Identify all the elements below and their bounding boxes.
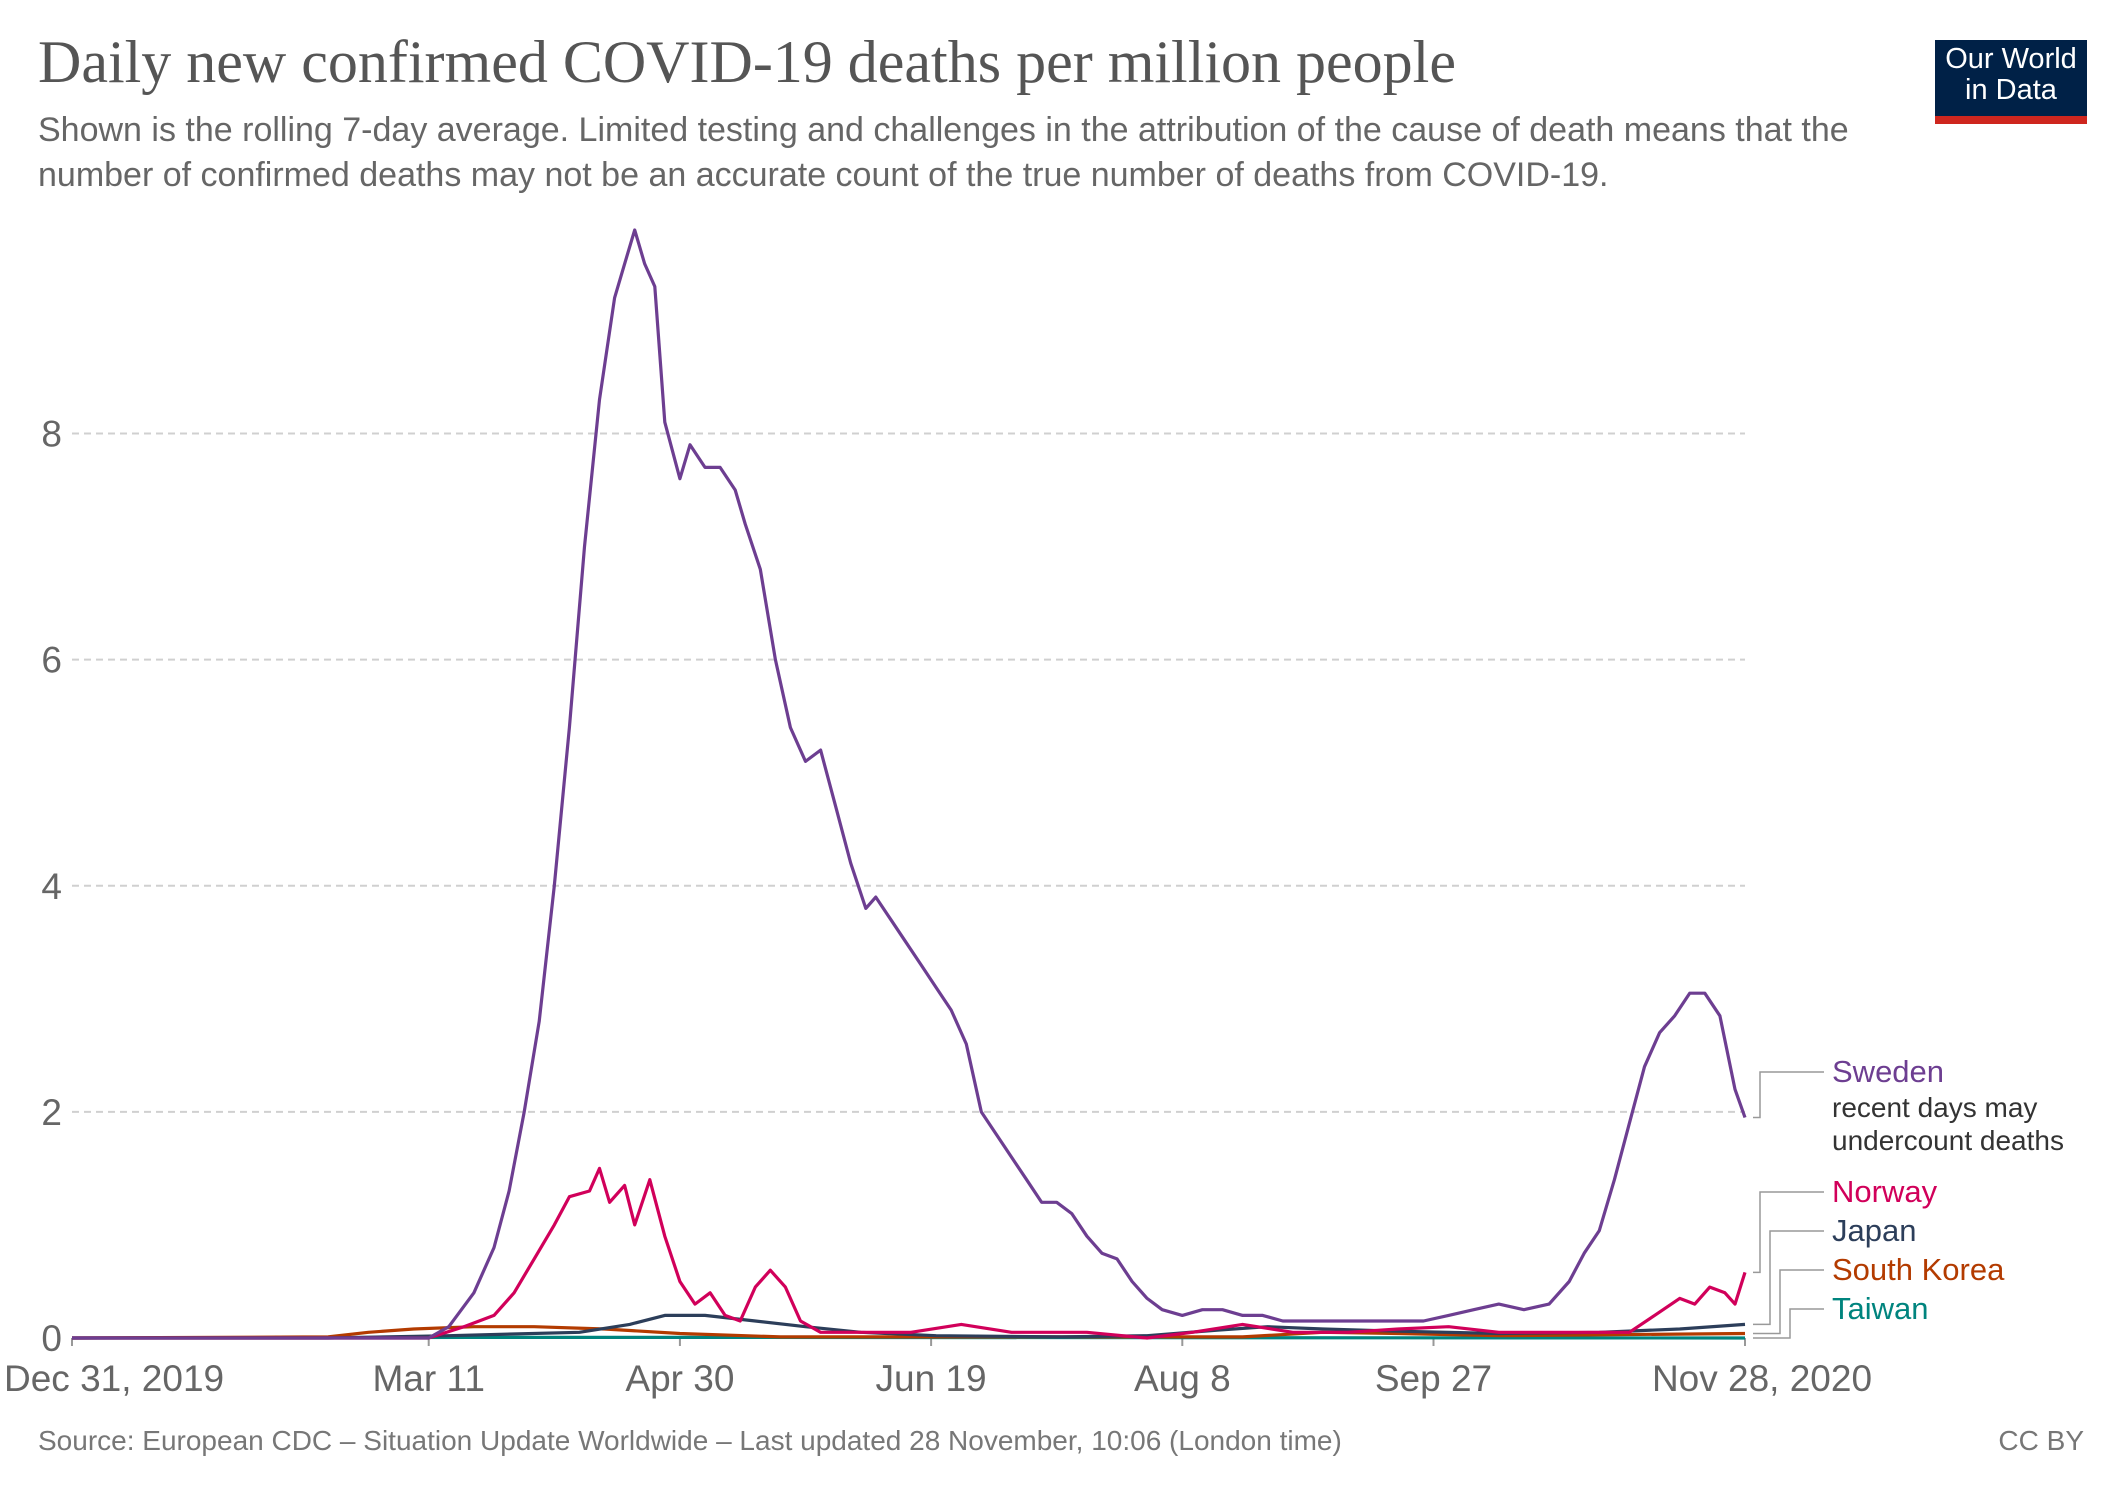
x-axis: Dec 31, 2019 Mar 11 Apr 30 Jun 19 Aug 8 Sep 2… xyxy=(4,1337,1872,1399)
series-line-norway xyxy=(72,1166,1747,1340)
chart-subtitle: Shown is the rolling 7-day average. Limi… xyxy=(38,111,1849,194)
y-tick-label: 6 xyxy=(41,640,62,681)
series-lines xyxy=(71,228,1747,1340)
gridlines xyxy=(72,432,1745,1113)
legend-label: South Korea xyxy=(1832,1252,2005,1287)
logo-text-line1: Our World xyxy=(1945,43,2077,75)
x-tick-label: Mar 11 xyxy=(372,1358,484,1399)
legend-connector xyxy=(1753,1230,1824,1326)
logo-text-line2: in Data xyxy=(1965,74,2057,106)
y-tick-label: 2 xyxy=(41,1092,62,1133)
chart-title: Daily new confirmed COVID-19 deaths per … xyxy=(38,29,1456,95)
legend-label: Sweden xyxy=(1832,1054,1944,1089)
x-tick-label: Aug 8 xyxy=(1134,1358,1231,1399)
y-tick-label: 0 xyxy=(41,1318,62,1359)
owid-logo[interactable]: Our World in Data xyxy=(1935,40,2087,124)
legend-label: Taiwan xyxy=(1832,1291,1929,1326)
legend-connector xyxy=(1753,1191,1824,1274)
series-line-japan xyxy=(72,1313,1746,1340)
legend-connector xyxy=(1753,1071,1824,1119)
legend-note: recent days may xyxy=(1832,1092,2037,1123)
x-tick-label: Dec 31, 2019 xyxy=(4,1358,224,1399)
legend-label: Japan xyxy=(1832,1213,1916,1248)
x-tick-label: Sep 27 xyxy=(1375,1358,1492,1399)
source-note[interactable]: Source: European CDC – Situation Update … xyxy=(38,1425,1342,1456)
logo-accent-bar xyxy=(1935,116,2087,124)
legend-connector xyxy=(1753,1308,1824,1339)
y-axis-tick-labels: 0 2 4 6 8 xyxy=(41,414,62,1359)
license-link[interactable]: CC BY xyxy=(1998,1425,2084,1456)
legend-note: undercount deaths xyxy=(1832,1125,2064,1156)
x-tick-label: Nov 28, 2020 xyxy=(1652,1358,1872,1399)
y-tick-label: 4 xyxy=(41,866,62,907)
y-tick-label: 8 xyxy=(41,414,62,455)
x-tick-label: Apr 30 xyxy=(625,1358,734,1399)
legend-connector xyxy=(1753,1269,1824,1335)
x-tick-label: Jun 19 xyxy=(876,1358,987,1399)
series-line-sweden xyxy=(72,228,1747,1340)
legend-label: Norway xyxy=(1832,1174,1938,1209)
